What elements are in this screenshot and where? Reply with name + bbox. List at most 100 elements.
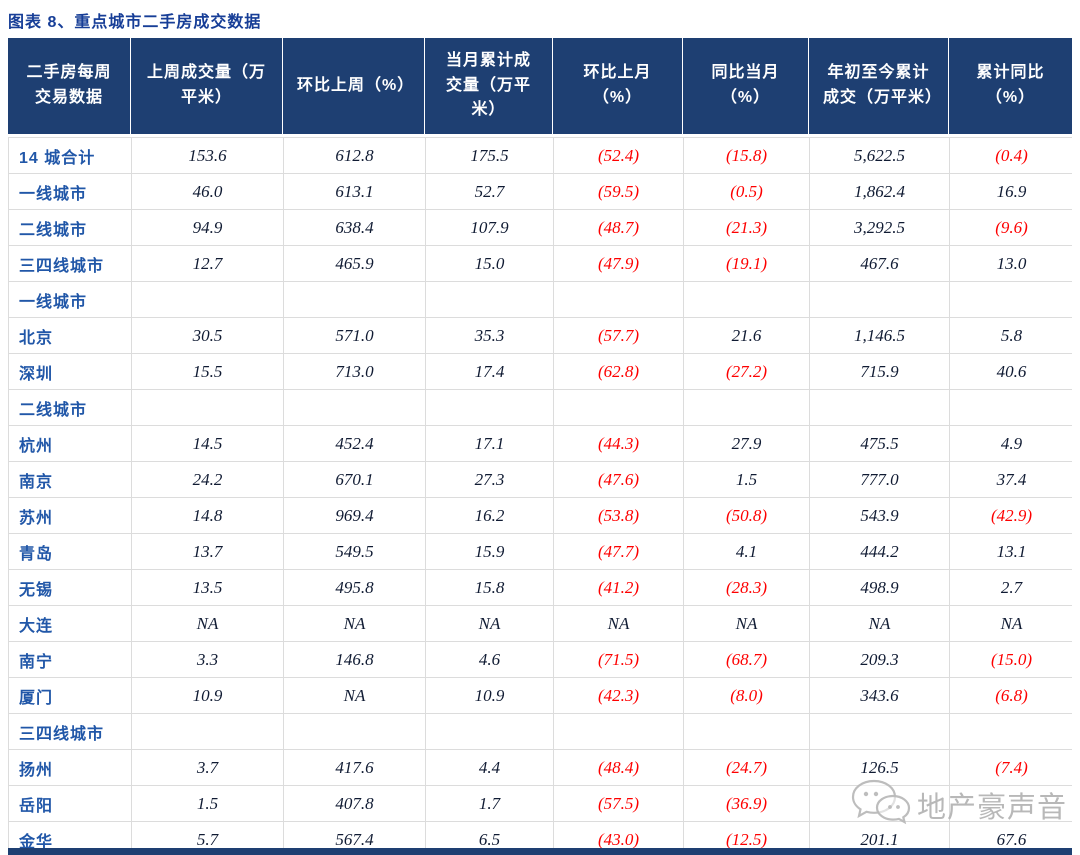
cell-value: (59.5) bbox=[554, 174, 683, 209]
cell-value bbox=[684, 714, 809, 749]
cell-value: (41.2) bbox=[554, 570, 683, 605]
cell-value: (21.3) bbox=[684, 210, 809, 245]
cell-value: 15.5 bbox=[132, 354, 283, 389]
cell-value: (19.1) bbox=[684, 246, 809, 281]
cell-value: 670.1 bbox=[284, 462, 425, 497]
cell-value: 638.4 bbox=[284, 210, 425, 245]
cell-value bbox=[684, 390, 809, 425]
cell-value: 175.5 bbox=[426, 138, 553, 173]
cell-value: (50.8) bbox=[684, 498, 809, 533]
cell-value: 4.9 bbox=[950, 426, 1073, 461]
row-label-岳阳: 岳阳 bbox=[9, 786, 131, 821]
cell-value: 10.9 bbox=[132, 678, 283, 713]
cell-value: (9.6) bbox=[950, 210, 1073, 245]
column-header-3: 当月累计成交量（万平米） bbox=[425, 38, 552, 134]
cell-value: 35.3 bbox=[426, 318, 553, 353]
cell-value: (42.9) bbox=[950, 498, 1073, 533]
cell-value: 452.4 bbox=[284, 426, 425, 461]
cell-value: 1.5 bbox=[684, 462, 809, 497]
cell-value: 94.9 bbox=[132, 210, 283, 245]
cell-value: (15.8) bbox=[684, 138, 809, 173]
cell-value: 107.9 bbox=[426, 210, 553, 245]
figure-title: 图表 8、重点城市二手房成交数据 bbox=[8, 14, 262, 31]
cell-value: 24.2 bbox=[132, 462, 283, 497]
cell-value: 13.5 bbox=[132, 570, 283, 605]
cell-value bbox=[132, 282, 283, 317]
cell-value: 1,146.5 bbox=[810, 318, 949, 353]
cell-value: 343.6 bbox=[810, 678, 949, 713]
cell-value: 153.6 bbox=[132, 138, 283, 173]
cell-value: 4.6 bbox=[426, 642, 553, 677]
cell-value: 417.6 bbox=[284, 750, 425, 785]
cell-value: 17.4 bbox=[426, 354, 553, 389]
cell-value bbox=[426, 390, 553, 425]
cell-value: 613.1 bbox=[284, 174, 425, 209]
cell-value: (57.5) bbox=[554, 786, 683, 821]
cell-value: 444.2 bbox=[810, 534, 949, 569]
cell-value: (36.9) bbox=[684, 786, 809, 821]
cell-value: 37.4 bbox=[950, 462, 1073, 497]
cell-value: 777.0 bbox=[810, 462, 949, 497]
cell-value: 17.1 bbox=[426, 426, 553, 461]
cell-value: 3.3 bbox=[132, 642, 283, 677]
cell-value bbox=[554, 714, 683, 749]
cell-value: 465.9 bbox=[284, 246, 425, 281]
row-label-无锡: 无锡 bbox=[9, 570, 131, 605]
cell-value: 4.1 bbox=[684, 534, 809, 569]
cell-value: 46.0 bbox=[132, 174, 283, 209]
cell-value bbox=[426, 282, 553, 317]
cell-value: NA bbox=[810, 606, 949, 641]
cell-value: (7.4) bbox=[950, 750, 1073, 785]
column-header-4: 环比上月（%） bbox=[553, 38, 682, 134]
cell-value: (28.3) bbox=[684, 570, 809, 605]
cell-value: 13.0 bbox=[950, 246, 1073, 281]
cell-value: 3.7 bbox=[132, 750, 283, 785]
row-label-二线城市: 二线城市 bbox=[9, 210, 131, 245]
cell-value: 15.9 bbox=[426, 534, 553, 569]
cell-value: (42.3) bbox=[554, 678, 683, 713]
cell-value: 612.8 bbox=[284, 138, 425, 173]
cell-value: (47.7) bbox=[554, 534, 683, 569]
cell-value: 15.8 bbox=[426, 570, 553, 605]
cell-value: (47.6) bbox=[554, 462, 683, 497]
cell-value bbox=[554, 390, 683, 425]
cell-value bbox=[950, 282, 1073, 317]
cell-value: 5,622.5 bbox=[810, 138, 949, 173]
cell-value: 969.4 bbox=[284, 498, 425, 533]
cell-value bbox=[132, 390, 283, 425]
cell-value bbox=[284, 282, 425, 317]
cell-value: 30.5 bbox=[132, 318, 283, 353]
cell-value: 13.1 bbox=[950, 534, 1073, 569]
cell-value: NA bbox=[132, 606, 283, 641]
cell-value: 40.6 bbox=[950, 354, 1073, 389]
cell-value: 2.7 bbox=[950, 570, 1073, 605]
row-label-三四线城市: 三四线城市 bbox=[9, 714, 131, 749]
row-label-扬州: 扬州 bbox=[9, 750, 131, 785]
cell-value: 27.9 bbox=[684, 426, 809, 461]
cell-value: 4.4 bbox=[426, 750, 553, 785]
cell-value: 407.8 bbox=[284, 786, 425, 821]
cell-value: 146.8 bbox=[284, 642, 425, 677]
cell-value bbox=[810, 714, 949, 749]
row-label-二线城市: 二线城市 bbox=[9, 390, 131, 425]
cell-value: 12.7 bbox=[132, 246, 283, 281]
row-label-一线城市: 一线城市 bbox=[9, 282, 131, 317]
cell-value: (57.7) bbox=[554, 318, 683, 353]
cell-value: (47.9) bbox=[554, 246, 683, 281]
table-header-row: 二手房每周交易数据 上周成交量（万平米） 环比上周（%） 当月累计成交量（万平米） 环比… bbox=[8, 38, 1072, 134]
table-body: 14 城合计 153.6 612.8 175.5 (52.4) (15.8) 5,622.5… bbox=[8, 137, 1073, 855]
cell-value: 543.9 bbox=[810, 498, 949, 533]
cell-value: (53.8) bbox=[554, 498, 683, 533]
cell-value: (6.8) bbox=[950, 678, 1073, 713]
column-header-0: 二手房每周交易数据 bbox=[8, 38, 130, 134]
cell-value: 21.6 bbox=[684, 318, 809, 353]
cell-value: 126.5 bbox=[810, 750, 949, 785]
cell-value: 209.3 bbox=[810, 642, 949, 677]
cell-value: 52.7 bbox=[426, 174, 553, 209]
row-label-深圳: 深圳 bbox=[9, 354, 131, 389]
cell-value bbox=[950, 786, 1073, 821]
cell-value: 3,292.5 bbox=[810, 210, 949, 245]
cell-value bbox=[810, 282, 949, 317]
cell-value: 1,862.4 bbox=[810, 174, 949, 209]
